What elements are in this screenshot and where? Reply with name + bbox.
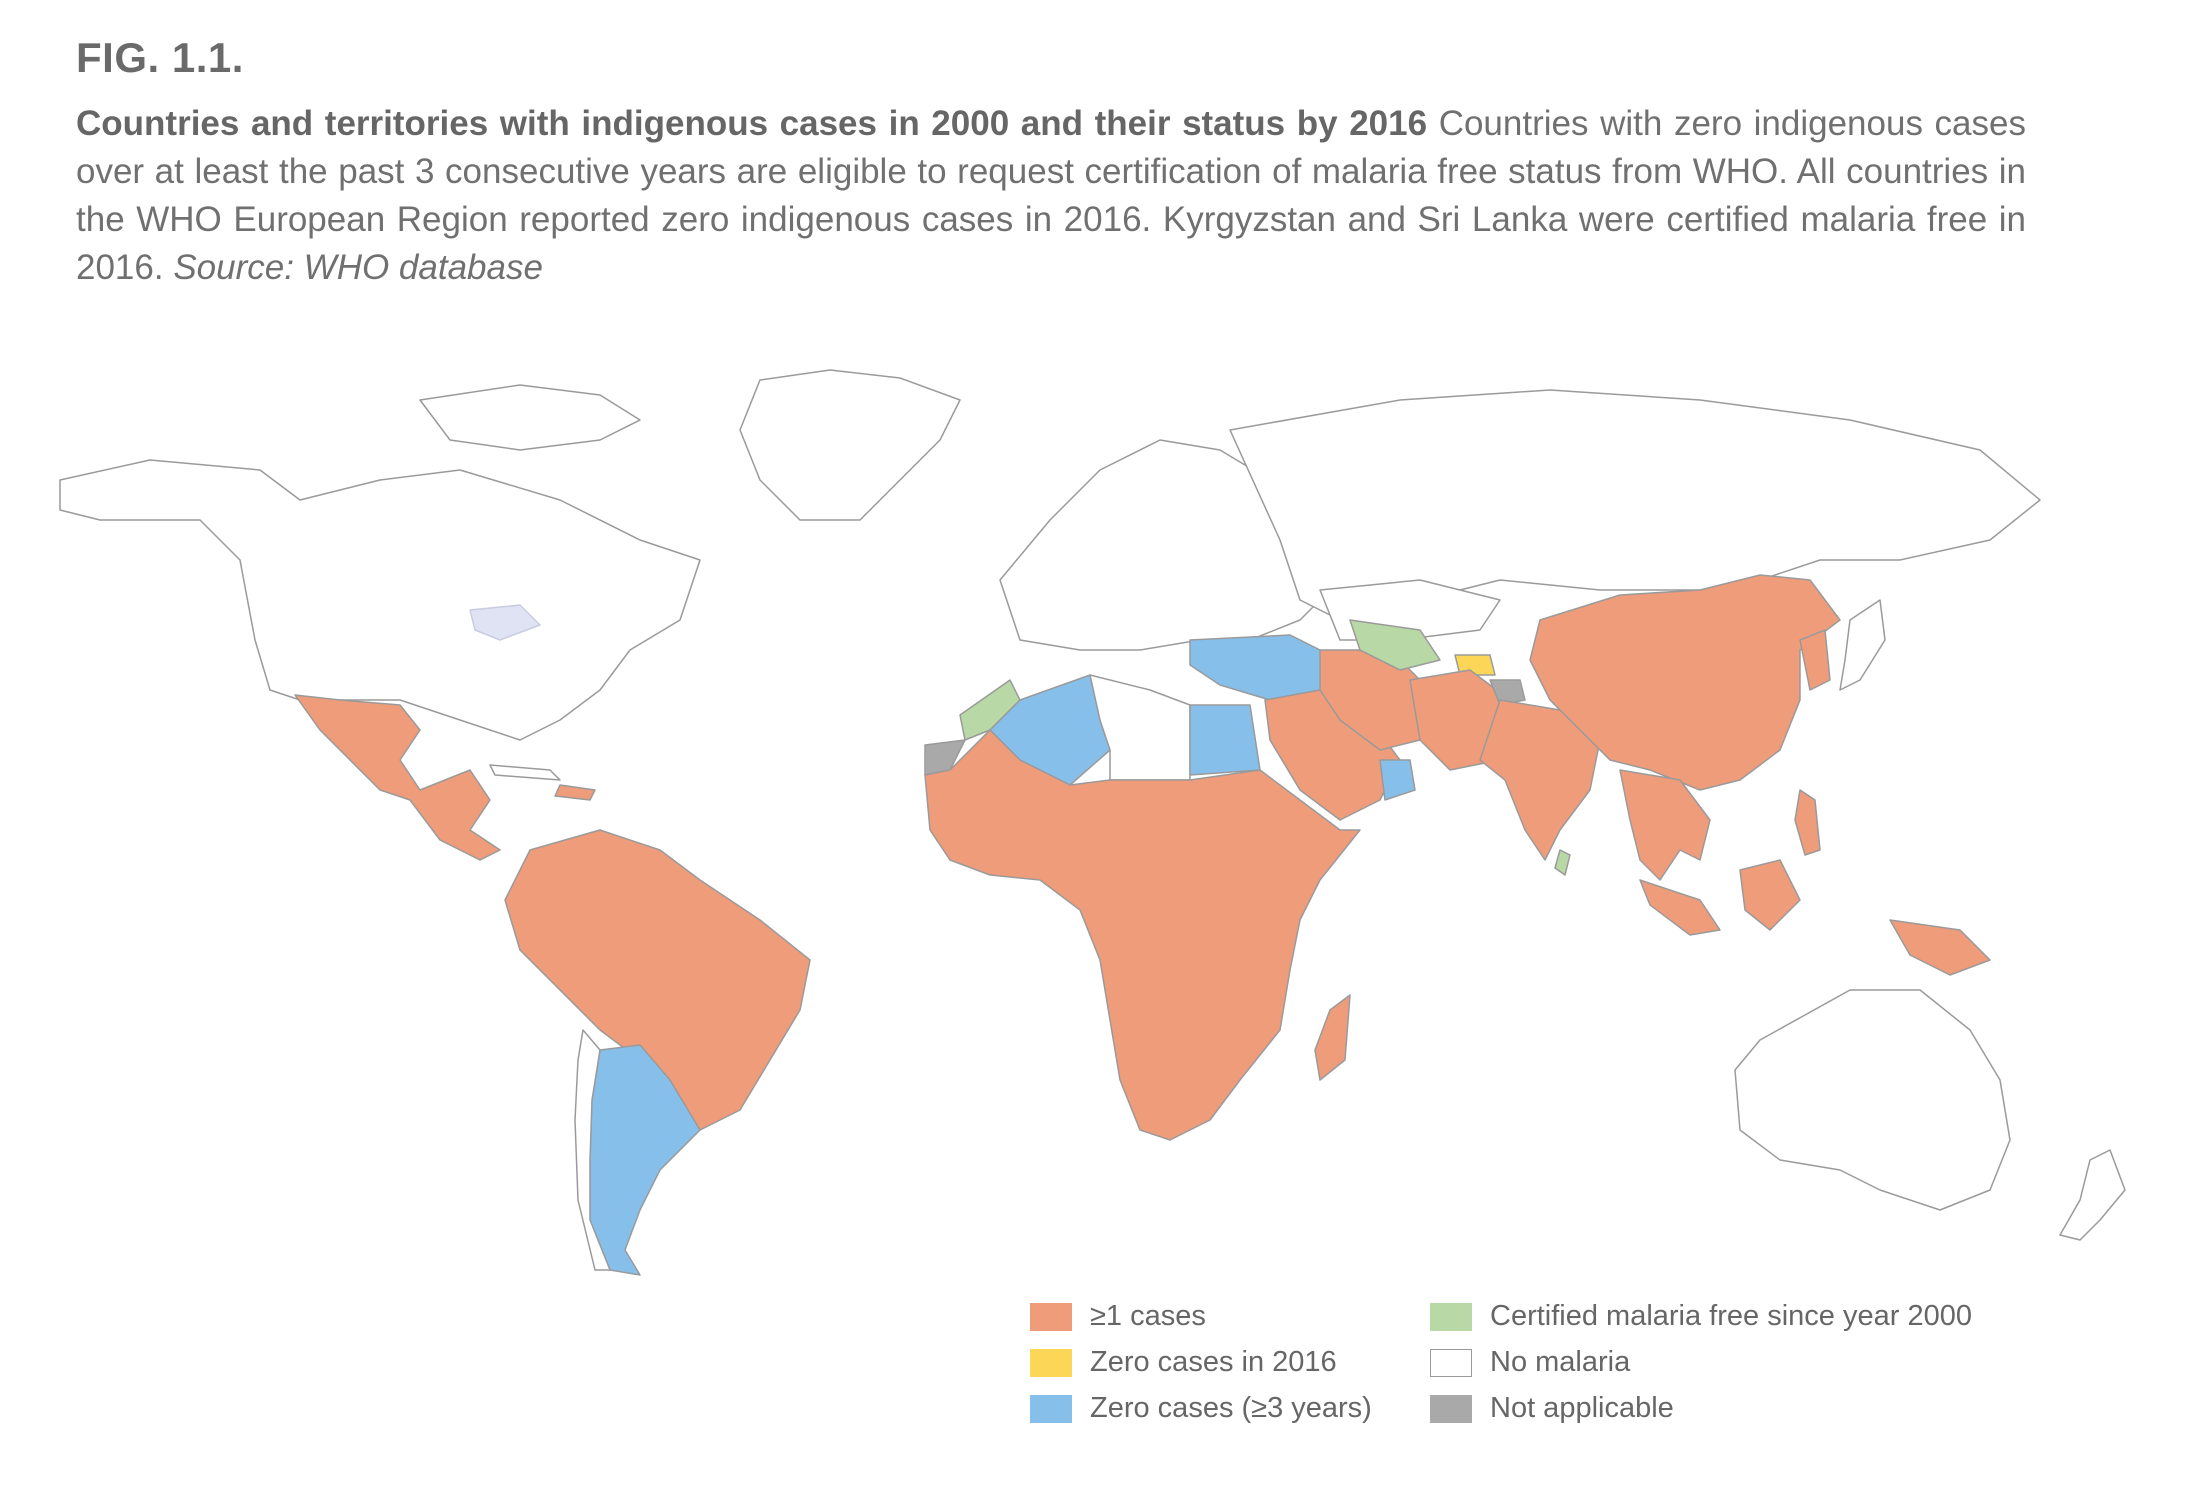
- legend-item-zero-3-years: Zero cases (≥3 years): [1030, 1392, 1372, 1425]
- region-caribbean: [554, 784, 596, 801]
- legend-item-no-malaria: No malaria: [1430, 1346, 1630, 1379]
- legend-label: ≥1 cases: [1090, 1300, 1206, 1332]
- region-sri-lanka: [1554, 849, 1571, 876]
- legend-label: Zero cases in 2016: [1090, 1346, 1337, 1378]
- region-turkey: [1189, 634, 1331, 701]
- region-greenland: [739, 369, 961, 521]
- region-china: [1529, 574, 1841, 791]
- caption-description: Countries with zero indigenous cases ove…: [76, 104, 2026, 287]
- caption-title: Countries and territories with indigenou…: [76, 104, 1428, 143]
- region-north-america: [59, 459, 701, 741]
- legend-label: Zero cases (≥3 years): [1090, 1392, 1372, 1424]
- region-great-lakes: [469, 604, 541, 641]
- region-russia: [1229, 389, 2041, 621]
- legend-label: Not applicable: [1490, 1392, 1674, 1424]
- legend-swatch-zero-3-years: [1030, 1394, 1072, 1423]
- map-legend: ≥1 cases Zero cases in 2016 Zero cases (…: [1030, 1300, 2130, 1450]
- region-japan: [1839, 599, 1886, 691]
- region-sub-saharan-africa: [924, 729, 1361, 1141]
- figure-label: FIG. 1.1.: [76, 34, 244, 81]
- legend-swatch-zero-2016: [1030, 1348, 1072, 1377]
- legend-label: Certified malaria free since year 2000: [1490, 1300, 1972, 1332]
- legend-swatch-not-applicable: [1430, 1394, 1472, 1423]
- region-indonesia: [1639, 879, 1721, 936]
- region-madagascar: [1314, 994, 1351, 1081]
- figure-caption: Countries and territories with indigenou…: [76, 100, 2026, 292]
- legend-item-certified: Certified malaria free since year 2000: [1430, 1300, 1972, 1333]
- legend-swatch-certified: [1430, 1302, 1472, 1331]
- region-new-zealand: [2059, 1149, 2126, 1241]
- legend-item-not-applicable: Not applicable: [1430, 1392, 1674, 1425]
- region-philippines: [1794, 789, 1821, 856]
- region-chile: [574, 1029, 611, 1271]
- region-korea: [1799, 629, 1831, 691]
- region-arctic-islands: [419, 384, 641, 451]
- region-egypt: [1189, 704, 1261, 776]
- region-borneo: [1739, 859, 1801, 931]
- region-cuba: [489, 764, 561, 781]
- region-central-america: [294, 694, 501, 861]
- region-tajikistan: [1454, 654, 1496, 676]
- caption-source: Source: WHO database: [173, 248, 543, 287]
- legend-label: No malaria: [1490, 1346, 1631, 1378]
- region-libya: [1089, 674, 1191, 781]
- region-oman: [1379, 759, 1416, 801]
- legend-swatch-cases: [1030, 1302, 1072, 1331]
- region-png: [1889, 919, 1991, 976]
- legend-item-zero-2016: Zero cases in 2016: [1030, 1346, 1337, 1379]
- region-southeast-asia: [1619, 769, 1711, 881]
- region-south-america: [504, 829, 811, 1131]
- region-turkmenistan: [1349, 619, 1441, 671]
- region-australia: [1734, 989, 2011, 1211]
- legend-item-cases: ≥1 cases: [1030, 1300, 1206, 1333]
- region-kashmir: [1489, 679, 1526, 706]
- legend-swatch-no-malaria: [1430, 1348, 1472, 1377]
